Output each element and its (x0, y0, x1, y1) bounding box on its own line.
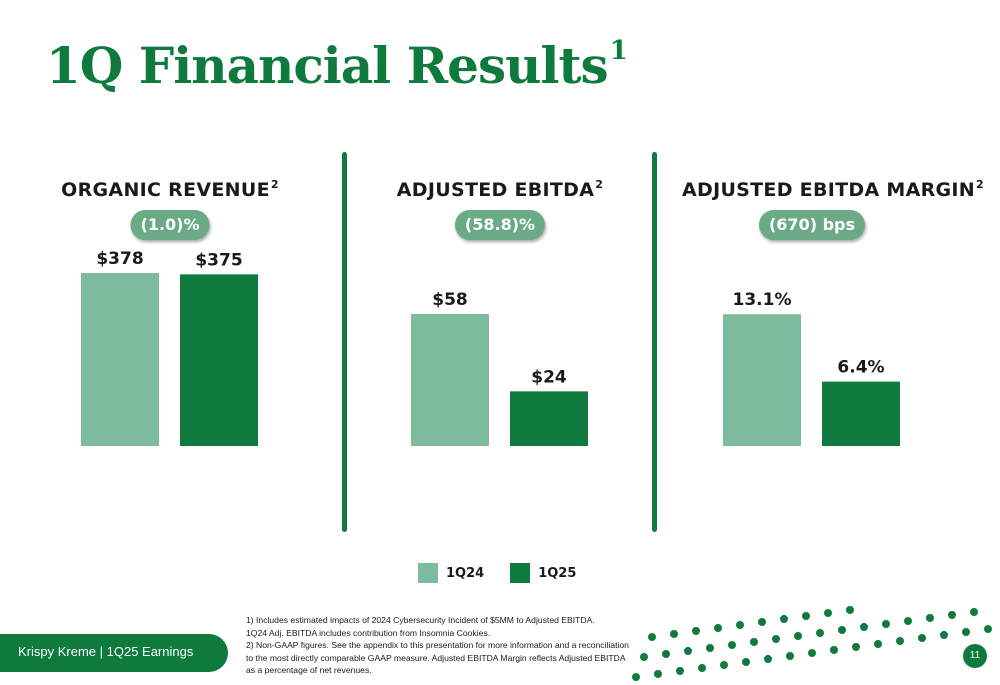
decorative-dot (758, 618, 766, 626)
decorative-dot (714, 624, 722, 632)
footnote-line: 2) Non-GAAP figures. See the appendix to… (246, 640, 629, 651)
page-number: 11 (963, 644, 987, 668)
decorative-dot (684, 647, 692, 655)
footnote-marker: 2 (975, 178, 984, 191)
decorative-dot (874, 640, 882, 648)
panel-adjusted-ebitda-margin: ADJUSTED EBITDA MARGIN2 (670) bps 13.1% 6… (682, 150, 984, 460)
footnote-line: 1) Includes estimated impacts of 2024 Cy… (246, 615, 595, 625)
decorative-dot (816, 629, 824, 637)
decorative-dot (838, 626, 846, 634)
decorative-dot (692, 627, 700, 635)
bar-value-label: $378 (96, 249, 143, 269)
decorative-dot (882, 620, 890, 628)
decorative-dot (786, 652, 794, 660)
decorative-dot (648, 633, 656, 641)
bar-chart-adjusted-ebitda-margin: 13.1% 6.4% (723, 290, 900, 446)
decorative-dot (918, 634, 926, 642)
decorative-dot (962, 628, 970, 636)
bar-chart-adjusted-ebitda: $58 $24 (411, 290, 588, 446)
footnote-line: as a percentage of net revenues. (246, 665, 372, 676)
bar-chart-organic-revenue: $378 $375 (81, 249, 258, 446)
bar-value-label: $24 (531, 367, 567, 387)
decorative-dot (670, 630, 678, 638)
decorative-dot (632, 673, 640, 681)
decorative-dot (808, 649, 816, 657)
decorative-dot (654, 670, 662, 678)
decorative-dot (736, 621, 744, 629)
bar-1q25 (510, 391, 588, 446)
decorative-dot (706, 644, 714, 652)
panel-divider-1 (342, 152, 347, 532)
title-footnote-marker: 1 (609, 36, 628, 66)
legend-label: 1Q25 (538, 565, 577, 581)
decorative-dot (772, 635, 780, 643)
decorative-dot (904, 617, 912, 625)
decorative-dot (860, 623, 868, 631)
decorative-dot (698, 664, 706, 672)
change-badge: (58.8)% (454, 210, 546, 240)
decorative-dot (802, 612, 810, 620)
page-title: 1Q Financial Results1 (46, 36, 628, 95)
bar-1q25 (180, 274, 258, 446)
footer-banner: Krispy Kreme | 1Q25 Earnings (0, 634, 228, 672)
legend-label: 1Q24 (446, 565, 485, 581)
bar-value-label: 13.1% (733, 290, 792, 310)
bar-value-label: $58 (432, 290, 468, 310)
legend-swatch (510, 563, 531, 583)
panel-title: ADJUSTED EBITDA MARGIN2 (682, 178, 984, 201)
legend-item-1q24: 1Q24 (418, 563, 484, 583)
decorative-dot (750, 638, 758, 646)
panel-adjusted-ebitda: ADJUSTED EBITDA2 (58.8)% $58 $24 (370, 150, 630, 460)
legend-item-1q25: 1Q25 (510, 563, 576, 583)
decorative-dot (720, 661, 728, 669)
change-badge: (1.0)% (130, 210, 210, 240)
decorative-dot (830, 646, 838, 654)
footer-text: Krispy Kreme | 1Q25 Earnings (18, 644, 194, 659)
bar-1q24 (723, 314, 801, 446)
decorative-dot (926, 614, 934, 622)
footnote-line: 1Q24 Adj. EBITDA includes contribution f… (246, 627, 491, 638)
footnotes: 1) Includes estimated impacts of 2024 Cy… (246, 614, 636, 677)
decorative-dot (676, 667, 684, 675)
panel-title: ORGANIC REVENUE2 (61, 178, 279, 201)
bar-1q24 (81, 273, 159, 446)
footnote-marker: 2 (270, 178, 279, 191)
bar-1q25 (822, 381, 900, 446)
change-badge: (670) bps (758, 210, 866, 240)
decorative-dot (984, 625, 992, 633)
decorative-dot (742, 658, 750, 666)
decorative-dot (940, 631, 948, 639)
decorative-dot (896, 637, 904, 645)
bar-value-label: $375 (195, 250, 242, 270)
decorative-dot (824, 609, 832, 617)
decorative-dot (948, 611, 956, 619)
decorative-dot (640, 653, 648, 661)
decorative-dot (794, 632, 802, 640)
decorative-dot (728, 641, 736, 649)
chart-legend: 1Q24 1Q25 (418, 563, 602, 583)
panel-divider-2 (652, 152, 657, 532)
decorative-dot (780, 615, 788, 623)
decorative-dot (662, 650, 670, 658)
footnote-marker: 2 (595, 178, 604, 191)
decorative-dot (970, 608, 978, 616)
panel-organic-revenue: ORGANIC REVENUE2 (1.0)% $378 $375 (40, 150, 300, 460)
legend-swatch (418, 563, 438, 583)
bar-value-label: 6.4% (837, 358, 884, 378)
bar-1q24 (411, 313, 489, 446)
footnote-line: to the most directly comparable GAAP mea… (246, 652, 626, 663)
decorative-dot (846, 606, 854, 614)
decorative-dot (852, 643, 860, 651)
decorative-dot (764, 655, 772, 663)
panel-title: ADJUSTED EBITDA2 (396, 178, 604, 201)
